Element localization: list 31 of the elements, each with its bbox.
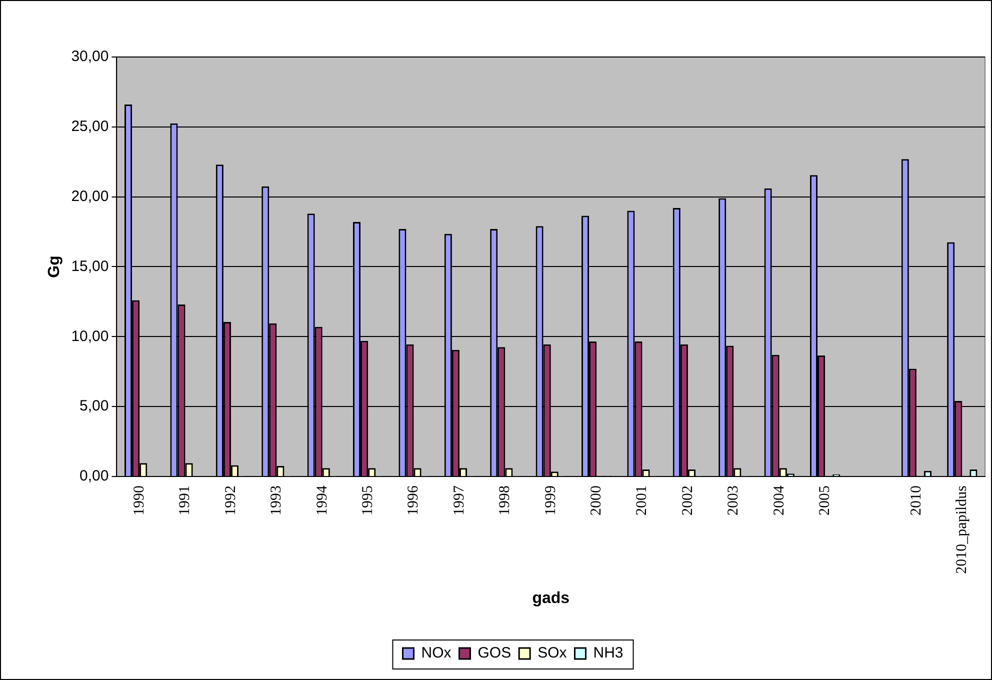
x-tick-label: 2001 <box>634 485 650 516</box>
x-tick-label: 2003 <box>726 485 742 516</box>
x-tick-label: 1993 <box>268 485 285 516</box>
legend-label: GOS <box>478 644 512 662</box>
y-tick-label: 5,00 <box>80 398 109 415</box>
legend-label: SOx <box>538 644 568 662</box>
y-tick-label: 30,00 <box>71 48 109 66</box>
y-tick-label: 20,00 <box>71 188 109 205</box>
x-tick-label: 1990 <box>132 485 148 516</box>
legend-label: NOx <box>421 644 452 662</box>
y-tick-label: 25,00 <box>71 118 109 136</box>
x-tick-label: 1992 <box>222 485 239 516</box>
y-tick-label: 0,00 <box>80 468 109 485</box>
x-tick-label: 1998 <box>497 485 514 516</box>
x-tick-label: 1999 <box>542 485 559 516</box>
y-tick-label: 10,00 <box>71 328 109 345</box>
legend-label: NH3 <box>593 644 624 662</box>
y-tick-label: 15,00 <box>71 258 109 275</box>
x-tick-label: 2002 <box>680 485 696 516</box>
x-axis-title: gads <box>532 590 570 607</box>
x-tick-label: 1996 <box>406 484 422 516</box>
x-tick-label: 2004 <box>771 484 788 516</box>
x-tick-label: 1991 <box>177 485 194 516</box>
x-tick-label: 2000 <box>588 485 605 516</box>
x-tick-label: 2010 <box>908 485 924 516</box>
x-tick-label: 1994 <box>314 484 330 516</box>
x-tick-label: 1995 <box>360 485 376 516</box>
y-axis-title: Gg <box>46 256 64 278</box>
x-tick-label: 2010_papildus <box>954 485 970 574</box>
x-tick-label: 1997 <box>451 484 468 516</box>
x-tick-label: 2005 <box>816 485 833 516</box>
